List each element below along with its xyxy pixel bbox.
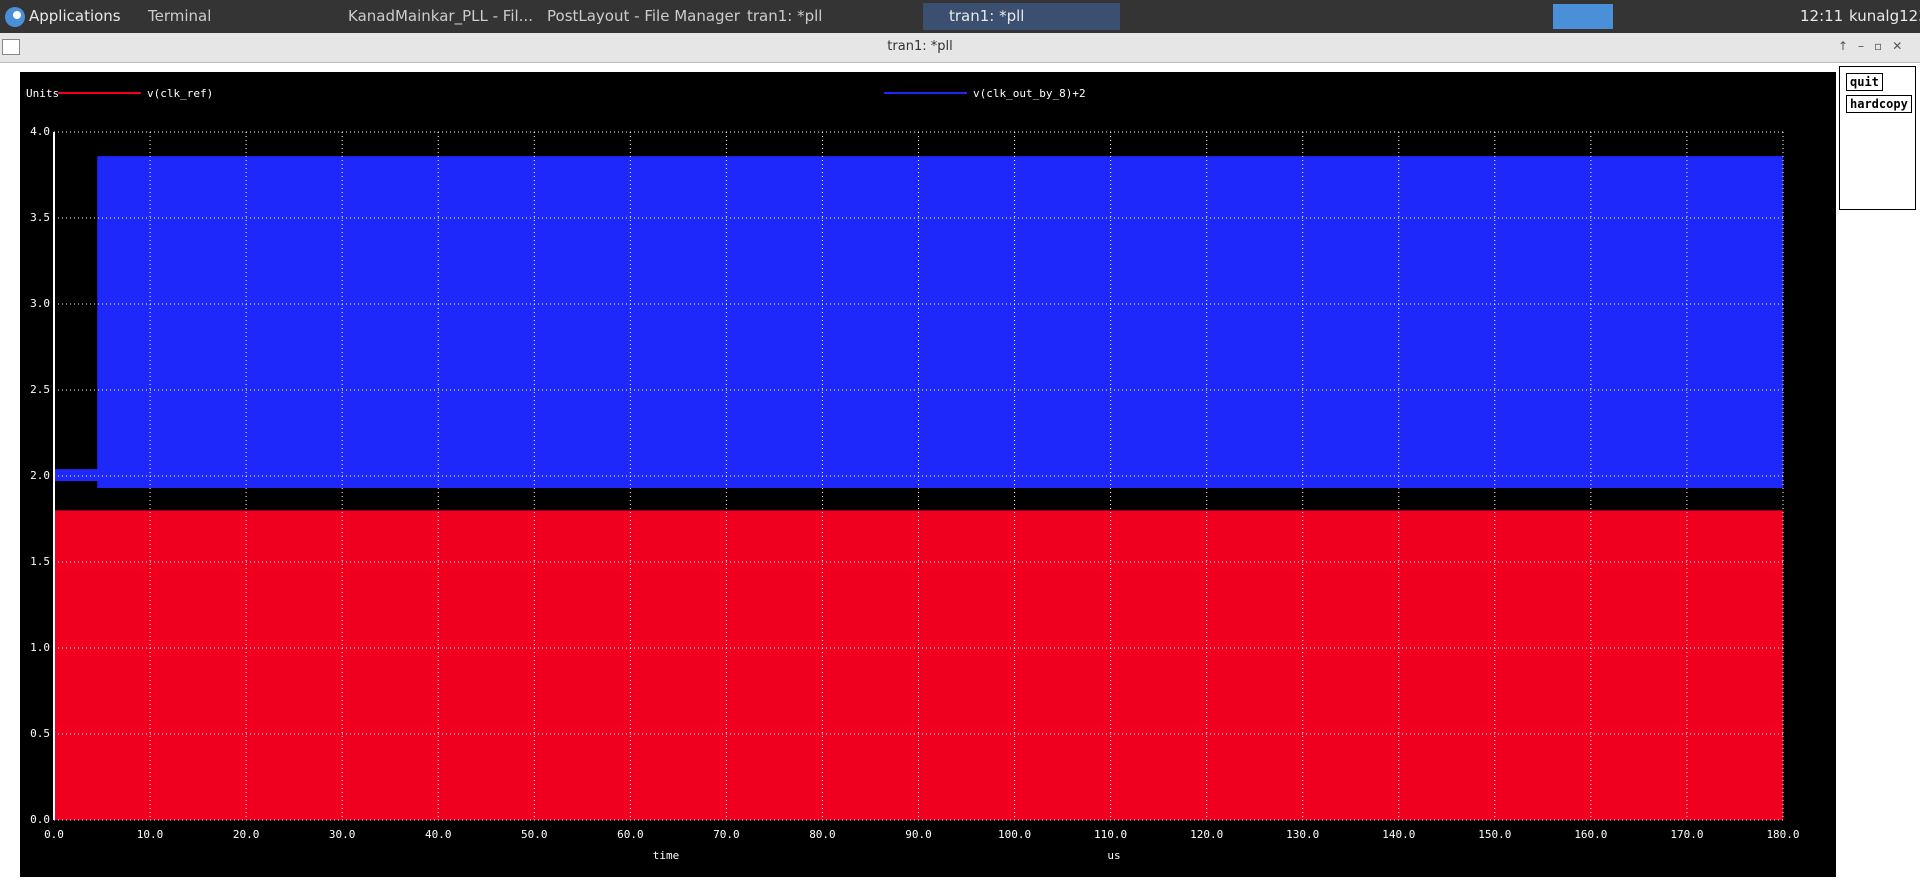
- x-tick-label: 170.0: [1670, 828, 1703, 841]
- clock: 12:11: [1800, 7, 1844, 25]
- task[interactable]: PostLayout - File Manager: [547, 7, 740, 25]
- window-title: tran1: *pll: [887, 39, 953, 54]
- quit-button[interactable]: quit: [1846, 73, 1883, 91]
- workspace[interactable]: [1553, 4, 1613, 29]
- active-task-bg: [923, 3, 1120, 30]
- x-tick-label: 150.0: [1478, 828, 1511, 841]
- x-tick-label: 0.0: [44, 828, 64, 841]
- x-tick-label: 70.0: [713, 828, 740, 841]
- taskbar: Applications Terminal KanadMainkar_PLL -…: [0, 0, 1920, 33]
- x-tick-label: 30.0: [329, 828, 356, 841]
- x-tick-label: 100.0: [998, 828, 1031, 841]
- button-panel: quit hardcopy: [1839, 66, 1916, 210]
- x-tick-label: 140.0: [1382, 828, 1415, 841]
- task[interactable]: tran1: *pll: [747, 7, 823, 25]
- x-axis-label: time: [653, 849, 680, 862]
- legend-label: v(clk_out_by_8)+2: [973, 87, 1086, 100]
- x-tick-label: 10.0: [137, 828, 164, 841]
- plot: 0.0 0.5 1.0 1.5 2.0 2.5 3.0 3.5 4.0 0.0 10.0 20.0 30…: [20, 72, 1836, 877]
- window-menu[interactable]: [2, 39, 20, 55]
- y-tick-label: 0.0: [30, 813, 50, 826]
- window-controls[interactable]: ↑–▫✕: [1838, 39, 1913, 53]
- task[interactable]: tran1: *pll: [949, 7, 1025, 25]
- waveform-band: [54, 510, 1783, 820]
- x-unit: us: [1107, 849, 1120, 862]
- x-tick-label: 50.0: [521, 828, 548, 841]
- x-tick-label: 120.0: [1190, 828, 1223, 841]
- y-tick-label: 3.0: [30, 297, 50, 310]
- x-tick-label: 180.0: [1766, 828, 1799, 841]
- waveform-band: [54, 156, 1783, 489]
- y-tick-label: 0.5: [30, 727, 50, 740]
- legend-label: v(clk_ref): [147, 87, 213, 100]
- x-tick-label: 90.0: [905, 828, 932, 841]
- task[interactable]: Terminal: [148, 7, 212, 25]
- user: kunalg123: [1849, 7, 1920, 25]
- y-tick-label: 2.0: [30, 469, 50, 482]
- x-tick-label: 110.0: [1094, 828, 1127, 841]
- x-tick-label: 40.0: [425, 828, 452, 841]
- title-bar: tran1: *pll ↑–▫✕: [0, 33, 1920, 63]
- y-tick-label: 2.5: [30, 383, 50, 396]
- x-tick-label: 20.0: [233, 828, 260, 841]
- y-axis-label: Units: [26, 87, 59, 100]
- task[interactable]: KanadMainkar_PLL - Fil...: [348, 7, 533, 25]
- y-tick-label: 4.0: [30, 125, 50, 138]
- x-tick-label: 80.0: [809, 828, 836, 841]
- y-tick-label: 1.0: [30, 641, 50, 654]
- y-tick-label: 1.5: [30, 555, 50, 568]
- x-tick-label: 60.0: [617, 828, 644, 841]
- y-tick-label: 3.5: [30, 211, 50, 224]
- x-tick-label: 160.0: [1574, 828, 1607, 841]
- hardcopy-button[interactable]: hardcopy: [1846, 95, 1912, 113]
- x-tick-label: 130.0: [1286, 828, 1319, 841]
- menu[interactable]: Applications: [29, 7, 121, 25]
- menu-icon: [5, 7, 25, 27]
